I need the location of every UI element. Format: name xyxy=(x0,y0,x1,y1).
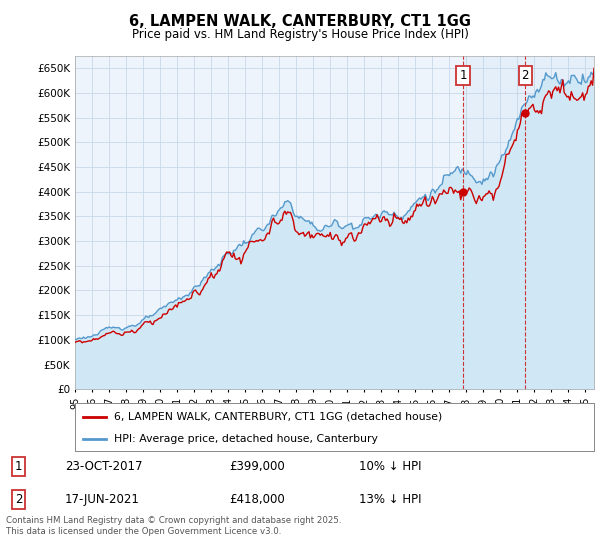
Text: 13% ↓ HPI: 13% ↓ HPI xyxy=(359,493,421,506)
Bar xyxy=(525,56,594,389)
Text: 2: 2 xyxy=(15,493,22,506)
Text: HPI: Average price, detached house, Canterbury: HPI: Average price, detached house, Cant… xyxy=(114,434,378,444)
Text: 6, LAMPEN WALK, CANTERBURY, CT1 1GG (detached house): 6, LAMPEN WALK, CANTERBURY, CT1 1GG (det… xyxy=(114,412,442,422)
Text: £399,000: £399,000 xyxy=(229,460,285,473)
Text: 2: 2 xyxy=(521,69,529,82)
Text: 1: 1 xyxy=(460,69,467,82)
Text: 10% ↓ HPI: 10% ↓ HPI xyxy=(359,460,421,473)
Text: £418,000: £418,000 xyxy=(229,493,285,506)
Text: 6, LAMPEN WALK, CANTERBURY, CT1 1GG: 6, LAMPEN WALK, CANTERBURY, CT1 1GG xyxy=(129,14,471,29)
Text: Price paid vs. HM Land Registry's House Price Index (HPI): Price paid vs. HM Land Registry's House … xyxy=(131,28,469,41)
Text: 17-JUN-2021: 17-JUN-2021 xyxy=(65,493,140,506)
Text: 1: 1 xyxy=(15,460,22,473)
Bar xyxy=(463,56,525,389)
Text: 23-OCT-2017: 23-OCT-2017 xyxy=(65,460,142,473)
Text: Contains HM Land Registry data © Crown copyright and database right 2025.
This d: Contains HM Land Registry data © Crown c… xyxy=(6,516,341,536)
